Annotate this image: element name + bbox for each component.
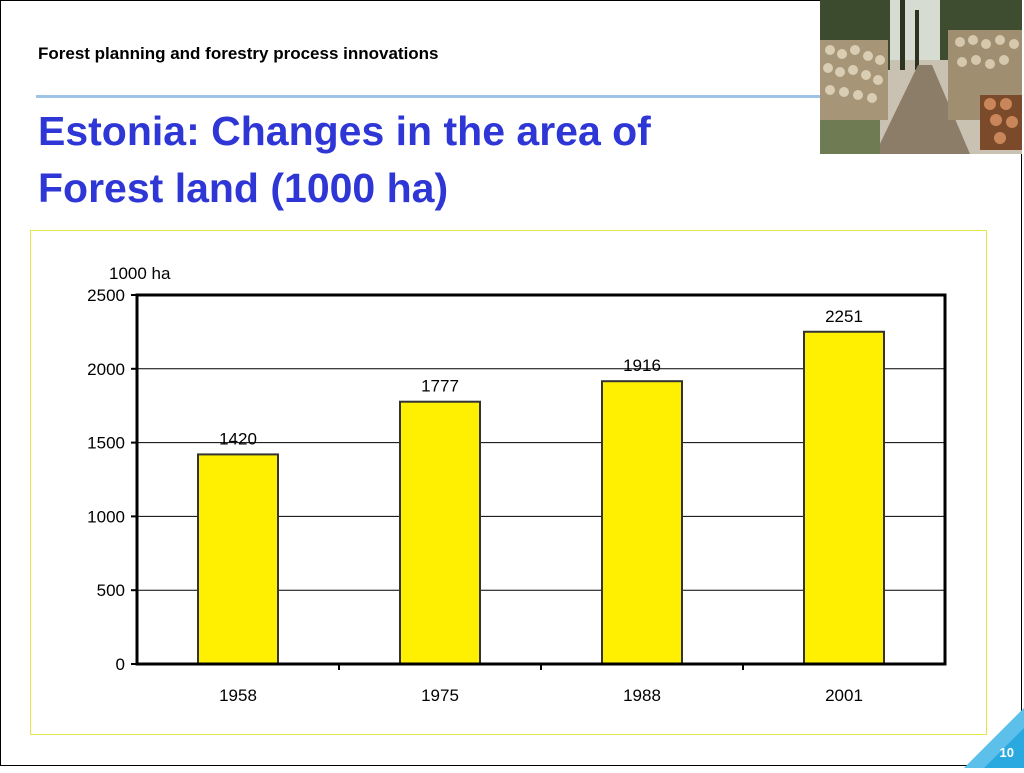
header-rule xyxy=(36,95,836,98)
y-tick-label: 0 xyxy=(116,655,125,674)
slide-header: Forest planning and forestry process inn… xyxy=(38,44,439,63)
data-label-1988: 1916 xyxy=(623,356,661,375)
x-tick-label-2001: 2001 xyxy=(825,686,863,705)
page-corner: 10 xyxy=(964,708,1024,768)
bar-1958 xyxy=(197,453,279,665)
forest-road-photo xyxy=(820,0,1022,154)
bar-chart: 0 500 1000 1500 2000 2500 1000 ha 1420 1958 1777 1… xyxy=(87,264,947,705)
y-axis-unit-label: 1000 ha xyxy=(109,264,171,283)
page-number: 10 xyxy=(999,745,1014,760)
bar-2001 xyxy=(803,330,885,665)
x-tick-label-1988: 1988 xyxy=(623,686,661,705)
slide-title: Estonia: Changes in the area of Forest l… xyxy=(38,103,808,217)
y-tick-label: 500 xyxy=(97,581,125,600)
data-label-1975: 1777 xyxy=(421,377,459,396)
data-label-2001: 2251 xyxy=(825,307,863,326)
bar-1988 xyxy=(601,380,683,665)
title-line-2: Forest land (1000 ha) xyxy=(38,165,449,211)
y-tick-label: 1000 xyxy=(87,507,125,526)
chart-container: 0 500 1000 1500 2000 2500 1000 ha 1420 1958 1777 1… xyxy=(30,230,987,735)
plot-frame xyxy=(135,293,947,666)
y-tick-label: 2000 xyxy=(87,360,125,379)
x-tick-label-1975: 1975 xyxy=(421,686,459,705)
data-label-1958: 1420 xyxy=(219,429,257,448)
title-line-1: Estonia: Changes in the area of xyxy=(38,108,651,154)
bar-1975 xyxy=(399,400,481,665)
x-tick-label-1958: 1958 xyxy=(219,686,257,705)
y-tick-label: 2500 xyxy=(87,286,125,305)
y-tick-label: 1500 xyxy=(87,434,125,453)
